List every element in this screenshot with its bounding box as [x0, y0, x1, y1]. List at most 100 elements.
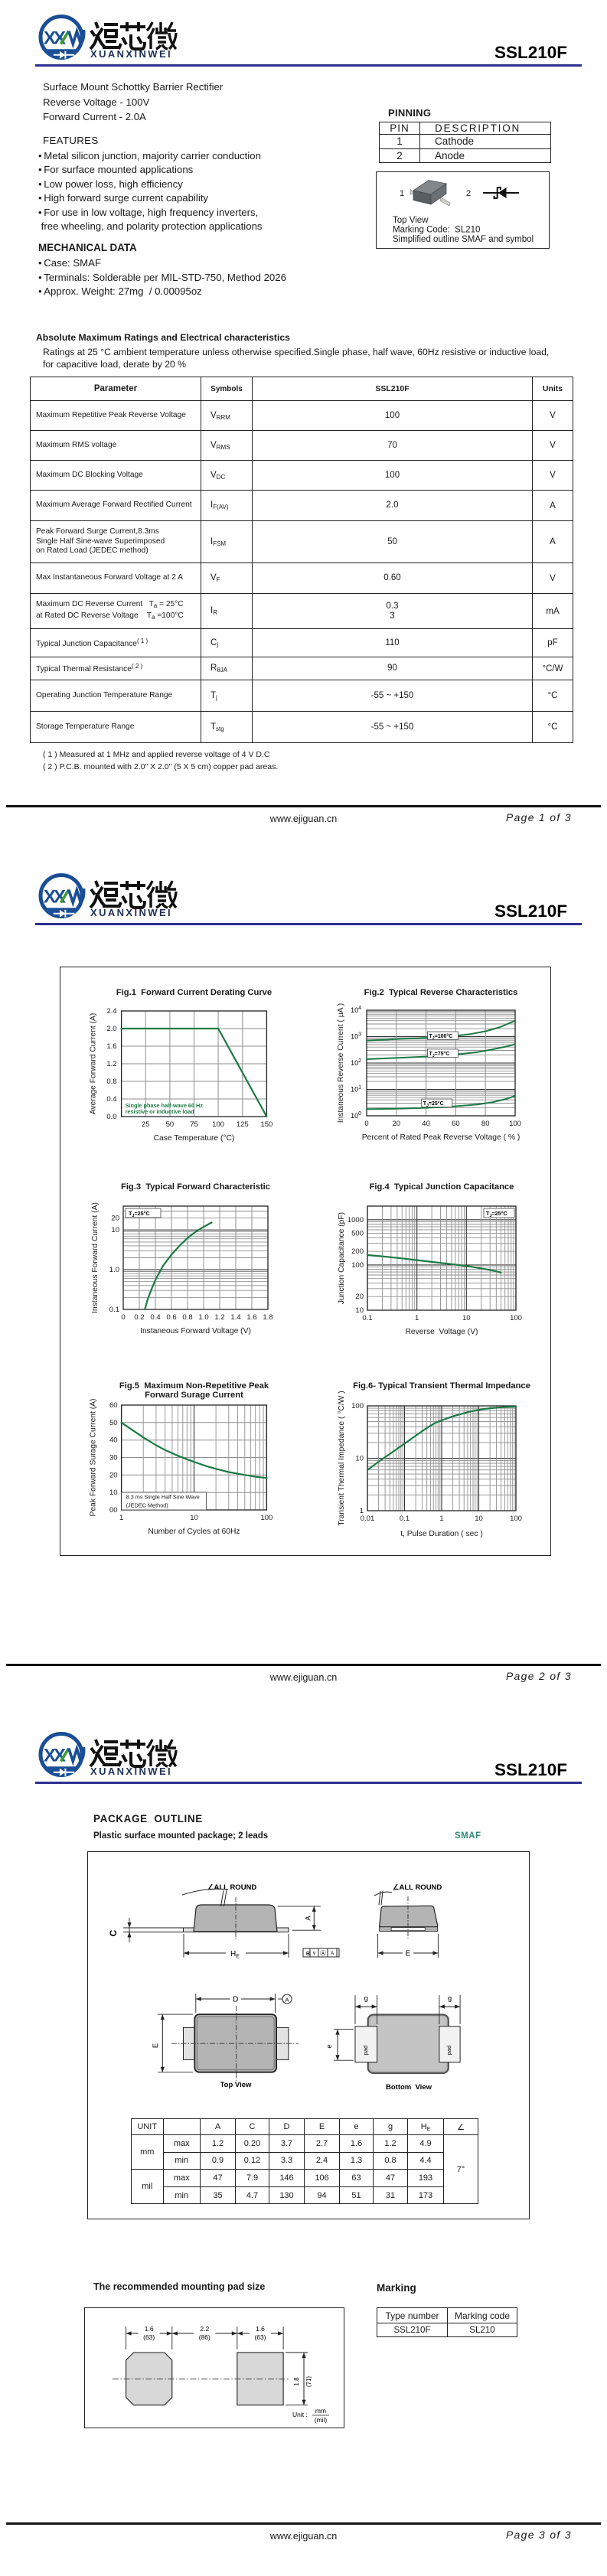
svg-text:Instaneous Forward Voltage (V): Instaneous Forward Voltage (V) — [140, 1327, 251, 1335]
svg-text:100: 100 — [260, 1514, 272, 1522]
svg-text:10: 10 — [355, 1306, 364, 1315]
svg-text:0.8: 0.8 — [106, 1078, 116, 1086]
svg-text:A: A — [331, 1951, 335, 1956]
svg-text:103: 103 — [351, 1032, 361, 1041]
svg-text:Single phase half-wave 60 Hz: Single phase half-wave 60 Hz — [126, 1102, 204, 1109]
svg-text:Case Temperature (°C): Case Temperature (°C) — [154, 1134, 235, 1143]
svg-text:101: 101 — [351, 1085, 361, 1094]
svg-text:Fig.6- Typical Transient Therm: Fig.6- Typical Transient Thermal Impedan… — [353, 1381, 530, 1391]
svg-text:1.6: 1.6 — [246, 1313, 256, 1322]
svg-text:Instaneous Forward Current (A): Instaneous Forward Current (A) — [91, 1202, 100, 1313]
svg-text:TJ=25°C: TJ=25°C — [486, 1210, 507, 1218]
svg-text:8.3 ms Single Half Sine Wave: 8.3 ms Single Half Sine Wave — [126, 1494, 200, 1501]
svg-text:D: D — [233, 1996, 238, 2004]
svg-text:XUANXINWEI: XUANXINWEI — [90, 907, 172, 918]
svg-text:75: 75 — [190, 1120, 198, 1129]
svg-text:X: X — [44, 887, 56, 908]
svg-text:1.6: 1.6 — [145, 2325, 154, 2333]
svg-text:10: 10 — [111, 1226, 119, 1234]
svg-text:Reverse Voltage (V): Reverse Voltage (V) — [405, 1328, 478, 1336]
svg-text:10: 10 — [355, 1455, 364, 1463]
svg-text:1: 1 — [360, 1507, 364, 1515]
svg-text:t, Pulse Duration ( sec ): t, Pulse Duration ( sec ) — [400, 1530, 483, 1538]
svg-text:Instaneous Reverse Current ( μ: Instaneous Reverse Current ( μA ) — [337, 1003, 345, 1123]
svg-text:(71): (71) — [305, 2376, 312, 2388]
svg-text:Ⓐ: Ⓐ — [320, 1950, 326, 1957]
svg-text:104: 104 — [351, 1006, 361, 1014]
svg-text:1000: 1000 — [348, 1216, 364, 1224]
svg-text:50: 50 — [109, 1419, 118, 1427]
svg-text:0: 0 — [364, 1120, 368, 1128]
svg-text:1: 1 — [400, 189, 404, 198]
svg-text:30: 30 — [109, 1454, 118, 1462]
svg-text:X: X — [44, 28, 56, 49]
svg-text:1.2: 1.2 — [214, 1313, 224, 1322]
svg-text:60: 60 — [452, 1120, 460, 1128]
svg-text:(JEDEC Method): (JEDEC Method) — [126, 1502, 168, 1509]
svg-text:00: 00 — [109, 1506, 118, 1515]
svg-text:pad: pad — [362, 2046, 369, 2056]
svg-text:20: 20 — [393, 1120, 401, 1128]
svg-text:g: g — [448, 1994, 452, 2003]
svg-text:TJ=25°C: TJ=25°C — [129, 1210, 150, 1218]
svg-text:Unit :: Unit : — [292, 2411, 308, 2418]
svg-text:100: 100 — [212, 1120, 224, 1129]
svg-text:0.4: 0.4 — [150, 1313, 160, 1322]
svg-text:500: 500 — [351, 1230, 364, 1238]
svg-text:20: 20 — [355, 1293, 364, 1301]
svg-text:1.2: 1.2 — [106, 1060, 116, 1068]
svg-text:∠ALL ROUND: ∠ALL ROUND — [207, 1883, 256, 1892]
svg-text:Junction Capacitance (pF): Junction Capacitance (pF) — [338, 1212, 346, 1304]
svg-text:Bottom View: Bottom View — [386, 2083, 432, 2092]
svg-text:Number of Cycles at 60Hz: Number of Cycles at 60Hz — [148, 1528, 240, 1536]
svg-text:g: g — [364, 1994, 368, 2003]
svg-text:2.0: 2.0 — [106, 1025, 116, 1033]
svg-text:1.6: 1.6 — [106, 1042, 116, 1051]
svg-text:Peak Forward Surage Current (A: Peak Forward Surage Current (A) — [90, 1399, 98, 1517]
svg-text:80: 80 — [481, 1120, 490, 1128]
svg-text:20: 20 — [109, 1471, 118, 1479]
svg-text:10: 10 — [462, 1314, 471, 1322]
svg-text:Fig.5 Maximum Non-Repetitive: Fig.5 Maximum Non-Repetitive Peak — [119, 1381, 269, 1391]
svg-text:10: 10 — [109, 1489, 118, 1497]
svg-text:60: 60 — [109, 1401, 118, 1410]
svg-text:100: 100 — [351, 1261, 364, 1270]
svg-text:1.6: 1.6 — [256, 2325, 265, 2333]
svg-text:Percent of Rated Peak Reverse: Percent of Rated Peak Reverse Voltage ( … — [362, 1133, 521, 1142]
svg-text:TJ=100°C: TJ=100°C — [429, 1033, 452, 1041]
svg-text:Fig.4 Typical Junction Capaci: Fig.4 Typical Junction Capacitance — [370, 1182, 514, 1192]
svg-text:mm: mm — [315, 2407, 326, 2415]
svg-text:Top View: Top View — [220, 2081, 252, 2089]
svg-text:E: E — [152, 2043, 160, 2048]
svg-text:0.2: 0.2 — [134, 1313, 144, 1322]
svg-text:1: 1 — [415, 1314, 419, 1322]
svg-text:100: 100 — [351, 1402, 364, 1410]
svg-text:100: 100 — [351, 1111, 361, 1120]
svg-text:X: X — [54, 1746, 66, 1766]
svg-text:1: 1 — [119, 1514, 123, 1522]
svg-text:0: 0 — [121, 1313, 125, 1322]
svg-text:XUANXINWEI: XUANXINWEI — [90, 1766, 172, 1777]
svg-text:0.1: 0.1 — [109, 1306, 119, 1314]
svg-text:125: 125 — [237, 1120, 249, 1129]
svg-text:Fig.1 Forward Current Deratin: Fig.1 Forward Current Derating Curve — [116, 988, 272, 997]
svg-text:Marking Code: SL210: Marking Code: SL210 — [393, 226, 480, 235]
svg-text:0.6: 0.6 — [166, 1313, 176, 1322]
svg-text:20: 20 — [111, 1215, 119, 1223]
svg-text:pad: pad — [445, 2046, 452, 2056]
svg-text:Top View: Top View — [393, 216, 429, 225]
svg-text:X: X — [44, 1746, 56, 1766]
svg-text:10: 10 — [190, 1514, 198, 1522]
svg-text:(86): (86) — [199, 2333, 210, 2341]
svg-text:2.2: 2.2 — [200, 2325, 209, 2333]
svg-text:1.0: 1.0 — [109, 1266, 119, 1274]
svg-text:2: 2 — [466, 189, 471, 198]
svg-text:(mil): (mil) — [315, 2416, 328, 2424]
svg-text:E: E — [406, 1950, 411, 1958]
svg-text:⊕: ⊕ — [305, 1950, 311, 1957]
svg-text:e: e — [325, 2044, 334, 2048]
svg-text:XUANXINWEI: XUANXINWEI — [90, 48, 172, 60]
svg-text:0.1: 0.1 — [400, 1515, 410, 1523]
svg-text:1: 1 — [439, 1515, 443, 1523]
svg-text:100: 100 — [510, 1314, 522, 1322]
